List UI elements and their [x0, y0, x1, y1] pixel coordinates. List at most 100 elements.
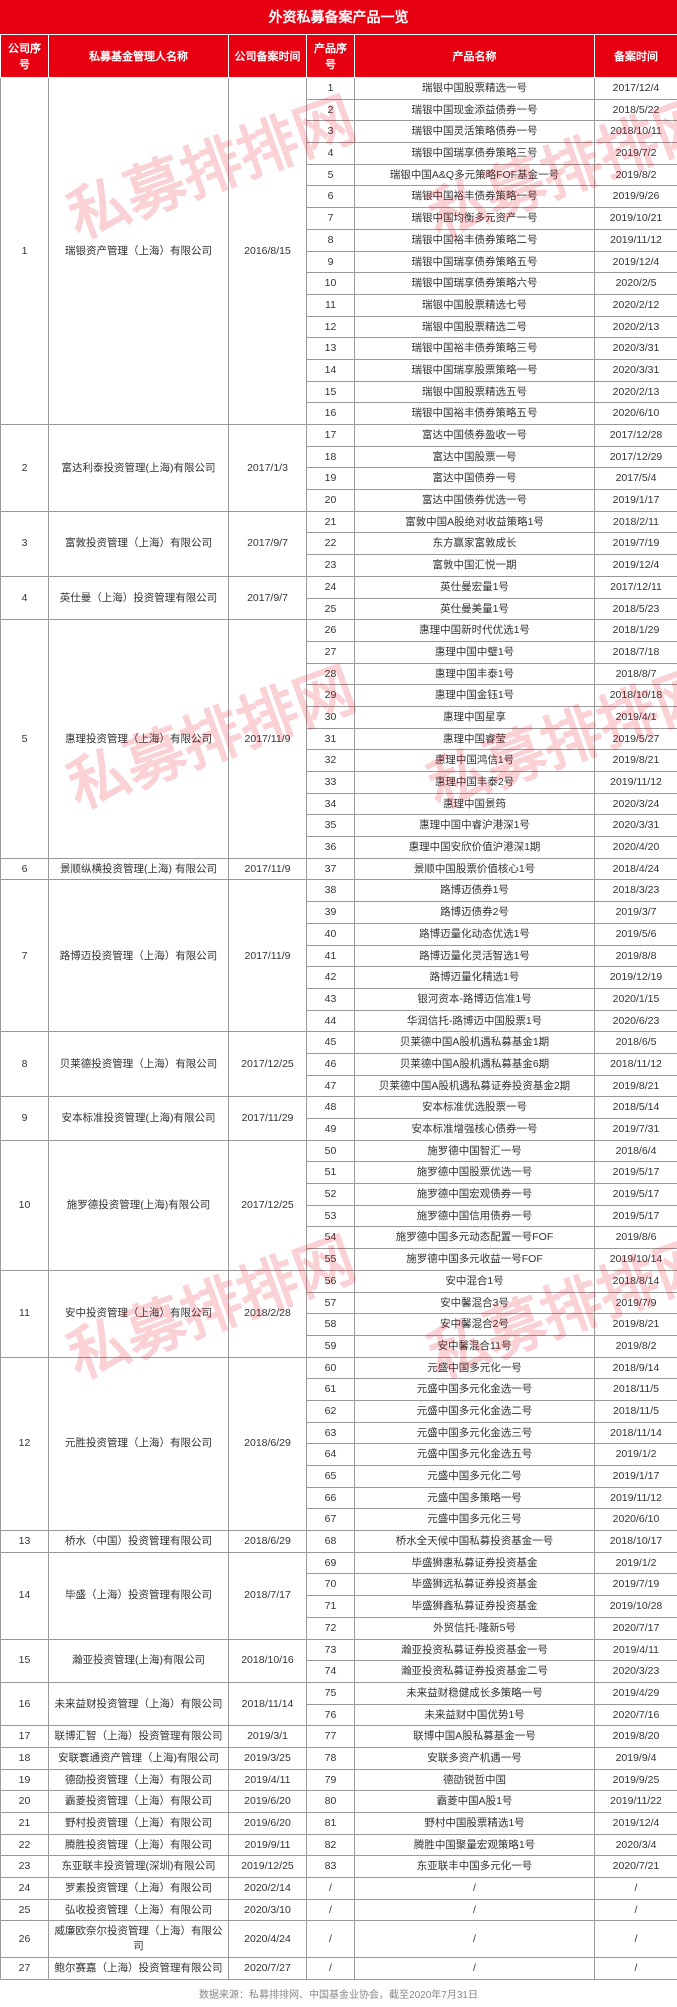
cell-product-date: 2019/12/19 [595, 967, 677, 989]
cell-product-date: 2018/8/14 [595, 1270, 677, 1292]
cell-manager-name: 惠理投资管理（上海）有限公司 [49, 620, 229, 859]
cell-product-seq: 66 [307, 1487, 355, 1509]
cell-product-date: 2017/5/4 [595, 468, 677, 490]
cell-manager-name: 元胜投资管理（上海）有限公司 [49, 1357, 229, 1531]
cell-product-seq: 58 [307, 1314, 355, 1336]
cell-product-name: 施罗德中国多元收益一号FOF [355, 1249, 595, 1271]
cell-product-name: 元盛中国多元化金选二号 [355, 1400, 595, 1422]
cell-product-date: 2019/7/9 [595, 1292, 677, 1314]
cell-product-name: 桥水全天候中国私募投资基金一号 [355, 1531, 595, 1553]
cell-product-name: 景顺中国股票价值核心1号 [355, 858, 595, 880]
cell-company-date: 2020/7/27 [229, 1957, 307, 1979]
cell-product-name: 瑞银中国股票精选二号 [355, 316, 595, 338]
cell-company-seq: 2 [1, 425, 49, 512]
cell-product-name: 野村中国股票精选1号 [355, 1813, 595, 1835]
cell-manager-name: 联博汇智（上海）投资管理有限公司 [49, 1726, 229, 1748]
table-row: 16未来益财投资管理（上海）有限公司2018/11/1475未来益财稳健成长多策… [1, 1682, 677, 1704]
cell-product-name: 安本标准增强核心债券一号 [355, 1119, 595, 1141]
cell-product-seq: 48 [307, 1097, 355, 1119]
cell-product-date: 2020/3/31 [595, 359, 677, 381]
cell-company-date: 2017/1/3 [229, 425, 307, 512]
cell-product-name: 瀚亚投资私募证券投资基金一号 [355, 1639, 595, 1661]
cell-company-seq: 11 [1, 1270, 49, 1357]
cell-company-date: 2017/11/29 [229, 1097, 307, 1140]
cell-company-seq: 19 [1, 1769, 49, 1791]
cell-product-date: 2019/5/17 [595, 1205, 677, 1227]
cell-product-date: 2019/7/31 [595, 1119, 677, 1141]
cell-product-date: 2019/1/2 [595, 1552, 677, 1574]
cell-company-seq: 3 [1, 511, 49, 576]
cell-product-date: 2019/11/12 [595, 229, 677, 251]
cell-product-seq: 45 [307, 1032, 355, 1054]
cell-product-seq: 24 [307, 576, 355, 598]
table-row: 10施罗德投资管理(上海)有限公司2017/12/2550施罗德中国智汇一号20… [1, 1140, 677, 1162]
cell-product-date: 2018/11/12 [595, 1053, 677, 1075]
cell-product-date: 2019/9/25 [595, 1769, 677, 1791]
cell-product-seq: 64 [307, 1444, 355, 1466]
cell-product-name: 瑞银中国现金添益债券一号 [355, 99, 595, 121]
cell-product-seq: 33 [307, 772, 355, 794]
cell-company-seq: 18 [1, 1747, 49, 1769]
cell-product-date: 2019/12/4 [595, 1813, 677, 1835]
cell-company-seq: 22 [1, 1834, 49, 1856]
cell-product-seq: 26 [307, 620, 355, 642]
cell-product-seq: 2 [307, 99, 355, 121]
cell-product-name: 东方赢家富敦成长 [355, 533, 595, 555]
cell-product-date: 2020/7/17 [595, 1617, 677, 1639]
cell-product-seq: 76 [307, 1704, 355, 1726]
cell-product-name: 元盛中国多元化三号 [355, 1509, 595, 1531]
cell-product-name: 瑞银中国股票精选七号 [355, 294, 595, 316]
cell-product-seq: 43 [307, 988, 355, 1010]
cell-product-name: 贝莱德中国A股机遇私募基金6期 [355, 1053, 595, 1075]
cell-manager-name: 富达利泰投资管理(上海)有限公司 [49, 425, 229, 512]
cell-product-date: 2019/7/2 [595, 143, 677, 165]
cell-product-seq: 25 [307, 598, 355, 620]
cell-product-name: 惠理中国丰泰1号 [355, 663, 595, 685]
table-row: 22腾胜投资管理（上海）有限公司2019/9/1182腾胜中国聚量宏观策略1号2… [1, 1834, 677, 1856]
cell-product-seq: 3 [307, 121, 355, 143]
cell-product-seq: 83 [307, 1856, 355, 1878]
cell-company-date: 2019/4/11 [229, 1769, 307, 1791]
cell-product-date: 2019/12/4 [595, 555, 677, 577]
cell-product-seq: 81 [307, 1813, 355, 1835]
cell-product-date: 2019/4/1 [595, 706, 677, 728]
table-row: 21野村投资管理（上海）有限公司2019/6/2081野村中国股票精选1号201… [1, 1813, 677, 1835]
cell-company-seq: 6 [1, 858, 49, 880]
cell-manager-name: 罗素投资管理（上海）有限公司 [49, 1878, 229, 1900]
cell-company-date: 2019/12/25 [229, 1856, 307, 1878]
cell-manager-name: 瀚亚投资管理(上海)有限公司 [49, 1639, 229, 1682]
table-row: 18安联寰通资产管理（上海)有限公司2019/3/2578安联多资产机遇一号20… [1, 1747, 677, 1769]
cell-company-seq: 24 [1, 1878, 49, 1900]
cell-product-name: 路博迈债券1号 [355, 880, 595, 902]
cell-product-date: 2018/10/17 [595, 1531, 677, 1553]
cell-product-seq: 37 [307, 858, 355, 880]
cell-product-name: 路博迈量化精选1号 [355, 967, 595, 989]
header-reg-date: 备案时间 [595, 35, 677, 78]
cell-manager-name: 野村投资管理（上海）有限公司 [49, 1813, 229, 1835]
table-row: 1瑞银资产管理（上海）有限公司2016/8/151瑞银中国股票精选一号2017/… [1, 78, 677, 100]
cell-product-date: 2020/3/31 [595, 815, 677, 837]
cell-company-date: 2020/2/14 [229, 1878, 307, 1900]
cell-product-name: 惠理中国丰泰2号 [355, 772, 595, 794]
cell-company-date: 2018/11/14 [229, 1682, 307, 1725]
cell-product-name: 联博中国A股私募基金一号 [355, 1726, 595, 1748]
cell-product-seq: 1 [307, 78, 355, 100]
cell-product-name: 瑞银中国A&Q多元策略FOF基金一号 [355, 164, 595, 186]
cell-product-seq: 50 [307, 1140, 355, 1162]
cell-manager-name: 东亚联丰投资管理(深圳)有限公司 [49, 1856, 229, 1878]
cell-manager-name: 安本标准投资管理(上海)有限公司 [49, 1097, 229, 1140]
cell-product-name: 瑞银中国股票精选一号 [355, 78, 595, 100]
cell-product-date: 2018/11/14 [595, 1422, 677, 1444]
cell-product-seq: 60 [307, 1357, 355, 1379]
cell-product-seq: 82 [307, 1834, 355, 1856]
cell-product-seq: 23 [307, 555, 355, 577]
cell-product-name: / [355, 1921, 595, 1957]
cell-product-date: 2019/9/26 [595, 186, 677, 208]
cell-product-seq: 65 [307, 1466, 355, 1488]
cell-product-name: 瑞银中国裕丰债券策略三号 [355, 338, 595, 360]
cell-company-date: 2018/2/28 [229, 1270, 307, 1357]
header-product-seq: 产品序号 [307, 35, 355, 78]
cell-product-seq: 34 [307, 793, 355, 815]
cell-product-date: 2018/11/5 [595, 1400, 677, 1422]
cell-product-seq: 80 [307, 1791, 355, 1813]
